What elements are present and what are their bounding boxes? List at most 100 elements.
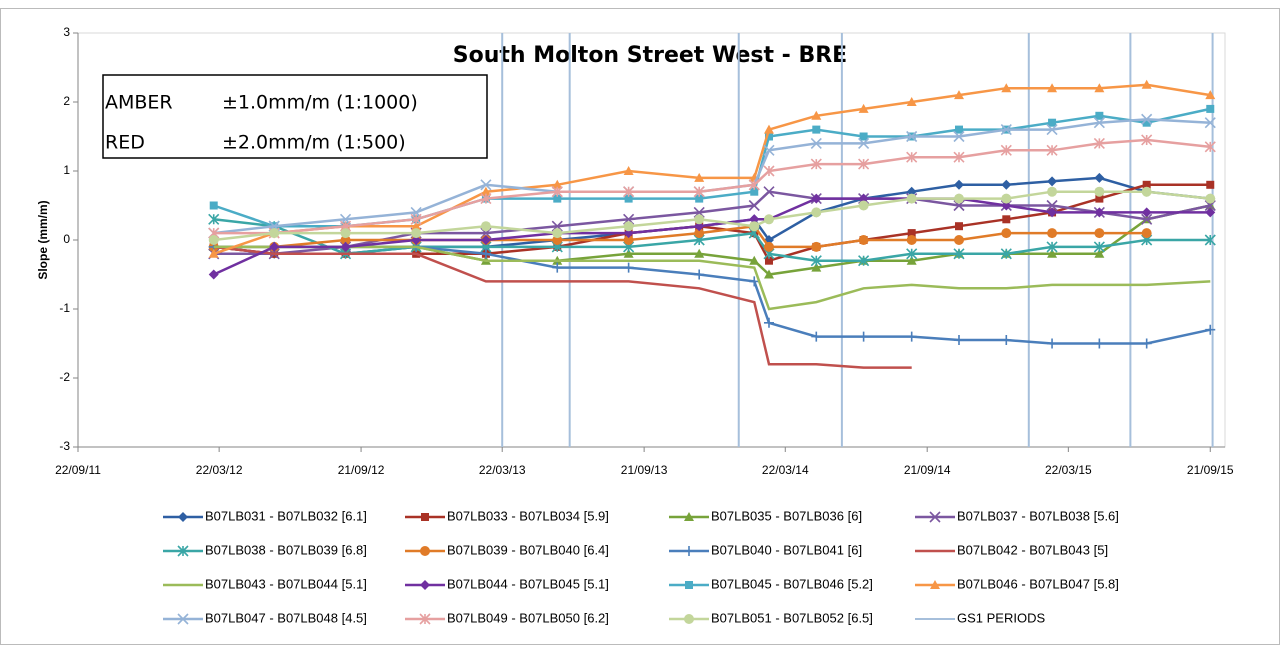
- marker: [1002, 215, 1011, 224]
- marker: [859, 132, 868, 141]
- annotation: ±1.0mm/m (1:1000): [222, 92, 418, 114]
- marker: [1094, 248, 1105, 258]
- marker: [749, 276, 760, 287]
- legend-item: B07LB045 - B07LB046 [5.2]: [669, 576, 873, 591]
- x-tick-label: 21/09/12: [338, 463, 385, 477]
- legend-label: B07LB044 - B07LB045 [5.1]: [447, 576, 609, 591]
- marker: [1046, 199, 1058, 212]
- marker: [858, 193, 869, 204]
- marker: [1141, 207, 1152, 218]
- marker: [906, 193, 917, 204]
- marker: [178, 512, 188, 522]
- marker: [953, 235, 964, 245]
- y-tick-label: -1: [59, 301, 70, 315]
- legend-label: B07LB039 - B07LB040 [6.4]: [447, 542, 609, 557]
- legend-label: B07LB037 - B07LB038 [5.6]: [957, 508, 1119, 523]
- marker: [1094, 228, 1105, 239]
- marker: [623, 235, 634, 245]
- marker: [623, 186, 635, 198]
- marker: [858, 103, 869, 113]
- legend-label: B07LB045 - B07LB046 [5.2]: [711, 576, 873, 591]
- marker: [684, 546, 694, 556]
- marker: [1205, 193, 1216, 204]
- marker: [1047, 83, 1058, 93]
- marker: [1094, 338, 1105, 349]
- marker: [763, 186, 775, 198]
- legend-item: B07LB043 - B07LB044 [5.1]: [163, 576, 367, 591]
- legend-item: B07LB040 - B07LB041 [6]: [669, 542, 862, 557]
- marker: [420, 546, 430, 556]
- marker: [811, 193, 822, 204]
- marker: [1001, 200, 1012, 211]
- marker: [1094, 186, 1105, 197]
- marker: [1047, 248, 1058, 258]
- marker: [1001, 179, 1012, 190]
- marker: [1095, 194, 1104, 203]
- marker: [411, 235, 422, 245]
- marker: [340, 228, 351, 239]
- marker: [410, 213, 422, 225]
- marker: [1141, 338, 1152, 349]
- marker: [953, 90, 964, 100]
- threshold-box: [102, 74, 488, 159]
- marker: [858, 255, 870, 267]
- legend-item: B07LB049 - B07LB050 [6.2]: [405, 610, 609, 625]
- marker: [1204, 141, 1216, 153]
- marker: [954, 222, 963, 231]
- legend-label: B07LB040 - B07LB041 [6]: [711, 542, 862, 557]
- marker: [749, 214, 760, 225]
- marker: [624, 194, 633, 203]
- marker: [953, 151, 965, 163]
- marker: [1205, 324, 1216, 335]
- marker: [749, 255, 760, 265]
- marker: [1206, 104, 1215, 113]
- marker: [480, 235, 491, 245]
- y-tick-label: 0: [63, 232, 70, 246]
- marker: [811, 331, 822, 342]
- marker: [1141, 113, 1153, 125]
- marker: [906, 248, 918, 260]
- marker: [1001, 193, 1012, 204]
- legend-item: B07LB046 - B07LB047 [5.8]: [915, 576, 1119, 591]
- legend-item: B07LB042 - B07LB043 [5]: [915, 542, 1108, 557]
- y-tick-label: 1: [63, 163, 70, 177]
- marker: [1205, 90, 1216, 100]
- marker: [810, 158, 822, 170]
- marker: [177, 545, 189, 557]
- marker: [694, 248, 705, 258]
- y-tick-label: 3: [63, 25, 70, 39]
- marker: [1095, 111, 1104, 120]
- legend-item: GS1 PERIODS: [915, 610, 1045, 625]
- marker: [411, 221, 422, 231]
- marker: [906, 151, 918, 163]
- x-tick-label: 22/09/11: [55, 463, 101, 477]
- marker: [858, 200, 869, 211]
- marker: [694, 221, 705, 232]
- y-axis-label: Slope (mm/m): [36, 200, 50, 279]
- y-tick-label: 2: [63, 94, 70, 108]
- marker: [340, 235, 351, 245]
- marker: [1141, 134, 1153, 146]
- marker: [1046, 241, 1058, 253]
- series: [208, 79, 1216, 258]
- marker: [763, 214, 774, 225]
- marker: [750, 187, 759, 196]
- marker: [1094, 172, 1105, 183]
- marker: [551, 186, 563, 198]
- x-tick-label: 22/03/13: [479, 463, 526, 477]
- marker: [1001, 228, 1012, 239]
- series: [213, 245, 912, 369]
- marker: [1001, 83, 1012, 93]
- marker: [763, 144, 775, 156]
- marker: [858, 235, 869, 245]
- legend-item: B07LB047 - B07LB048 [4.5]: [163, 610, 367, 625]
- marker: [209, 201, 218, 210]
- marker: [906, 331, 917, 342]
- marker: [1094, 207, 1105, 218]
- series-line: [213, 245, 1211, 311]
- marker: [1047, 186, 1058, 197]
- marker: [811, 207, 822, 218]
- x-tick-label: 21/09/14: [904, 463, 951, 477]
- legend-label: B07LB042 - B07LB043 [5]: [957, 542, 1108, 557]
- marker: [907, 229, 916, 238]
